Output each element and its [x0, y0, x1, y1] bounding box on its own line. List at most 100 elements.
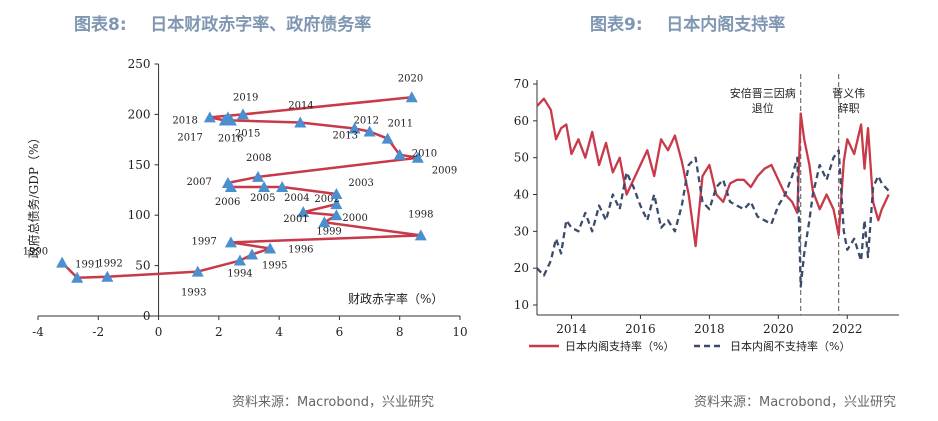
- year-label-2020: 2020: [398, 73, 423, 84]
- x-axis-title: 财政赤字率（%）: [348, 291, 443, 306]
- y-tick-label: 50: [135, 259, 150, 273]
- year-label-2001: 2001: [283, 214, 308, 225]
- point-marker-2017: [218, 114, 231, 126]
- year-label-1993: 1993: [181, 288, 206, 299]
- year-label-2008: 2008: [246, 153, 271, 164]
- y-tick-label: 100: [128, 208, 151, 222]
- year-label-2010: 2010: [412, 149, 437, 160]
- point-marker-1994: [233, 254, 246, 266]
- y-tick-label: 40: [514, 188, 529, 202]
- legend-label-disapproval: 日本内阁不支持率（%）: [730, 339, 850, 353]
- x-tick-label: 0: [155, 325, 163, 339]
- legend-label-approval: 日本内阁支持率（%）: [565, 339, 674, 353]
- x-tick-label: 2016: [625, 322, 656, 336]
- y-tick-label: 70: [514, 77, 529, 91]
- y-tick-label: 200: [128, 107, 151, 121]
- left-source: 资料来源：Macrobond，兴业研究: [232, 395, 435, 410]
- year-label-1992: 1992: [97, 259, 122, 270]
- point-marker-2012: [363, 125, 376, 137]
- point-marker-2007: [221, 176, 234, 188]
- x-tick-label: 2022: [832, 322, 863, 336]
- right-panel: 图表9: 日本内阁支持率 10 20 30 40 50 60 70 2014 2016 2018 2…: [469, 0, 938, 421]
- debt-deficit-chart: -4 -2 0 2 4 6 8 10050100150200250财政赤字率（%）政府总债务/…: [23, 57, 468, 339]
- point-marker-1996: [264, 242, 277, 254]
- year-label-2011: 2011: [388, 119, 413, 130]
- point-marker-1992: [101, 270, 114, 282]
- point-marker-1999: [318, 216, 331, 228]
- year-label-1997: 1997: [191, 236, 216, 247]
- y-tick-label: 30: [514, 224, 529, 238]
- year-label-2005: 2005: [250, 193, 275, 204]
- point-marker-1995: [246, 248, 259, 260]
- year-label-1998: 1998: [408, 209, 433, 220]
- x-tick-label: 6: [336, 325, 344, 339]
- year-label-2004: 2004: [284, 193, 309, 204]
- year-label-2012: 2012: [354, 116, 379, 127]
- event-label-1: 退位: [752, 101, 774, 115]
- y-tick-label: 50: [514, 151, 529, 165]
- year-label-2002: 2002: [314, 194, 339, 205]
- event-label-2: 菅义伟: [832, 87, 865, 100]
- point-marker-1997: [224, 236, 237, 248]
- point-marker-2009: [411, 151, 424, 163]
- year-label-1990: 1990: [23, 247, 48, 258]
- year-label-2019: 2019: [233, 92, 258, 103]
- point-marker-2018: [203, 111, 216, 123]
- right-source: 资料来源：Macrobond，兴业研究: [694, 395, 897, 410]
- point-marker-2004: [276, 180, 289, 192]
- left-figure-title: 图表8: 日本财政赤字率、政府债务率: [74, 15, 372, 35]
- year-label-1994: 1994: [227, 269, 252, 280]
- right-figure-title: 图表9: 日本内阁支持率: [590, 15, 786, 35]
- x-tick-label: -2: [92, 325, 104, 339]
- x-tick-label: 10: [452, 325, 467, 339]
- x-tick-label: 2018: [694, 322, 725, 336]
- year-label-2013: 2013: [333, 131, 358, 142]
- point-marker-2002: [330, 198, 343, 210]
- year-label-2003: 2003: [348, 178, 373, 189]
- y-axis-title: 政府总债务/GDP（%）: [26, 132, 41, 259]
- year-label-1996: 1996: [288, 244, 313, 255]
- event-label-2: 辞职: [838, 101, 860, 115]
- y-tick-label: 10: [514, 298, 529, 312]
- year-label-2016: 2016: [218, 133, 243, 144]
- year-label-2007: 2007: [186, 177, 211, 188]
- point-marker-1993: [191, 265, 204, 277]
- year-label-2006: 2006: [215, 197, 240, 208]
- point-marker-1990: [56, 256, 69, 268]
- cabinet-approval-chart: 10 20 30 40 50 60 70 2014 2016 2018 2020 2022 安倍晋三因病…: [514, 74, 899, 353]
- x-tick-label: 2020: [763, 322, 794, 336]
- approval-series-line: [536, 97, 890, 248]
- year-label-1995: 1995: [262, 261, 287, 272]
- year-label-1999: 1999: [316, 226, 341, 237]
- point-marker-2003: [330, 188, 343, 200]
- point-marker-2011: [381, 132, 394, 144]
- point-marker-2014: [294, 116, 307, 128]
- y-tick-label: 150: [128, 158, 151, 172]
- x-tick-label: 2014: [556, 322, 587, 336]
- x-tick-label: -4: [32, 325, 44, 339]
- y-tick-label: 20: [514, 261, 529, 275]
- x-tick-label: 2: [215, 325, 223, 339]
- point-marker-2001: [297, 206, 310, 218]
- y-tick-label: 60: [514, 114, 529, 128]
- year-label-1991: 1991: [75, 260, 100, 271]
- point-marker-1998: [414, 229, 427, 241]
- year-label-2015: 2015: [235, 128, 260, 139]
- disapproval-series-line: [536, 149, 890, 288]
- point-marker-2005: [258, 180, 271, 192]
- year-label-2017: 2017: [177, 132, 202, 143]
- left-panel: 图表8: 日本财政赤字率、政府债务率 -4 -2 0 2 4 6 8 10 0 50 100 150 2…: [23, 15, 468, 410]
- point-marker-2008: [252, 170, 265, 182]
- y-tick-label: 0: [143, 309, 151, 323]
- year-label-2018: 2018: [172, 115, 197, 126]
- year-label-2009: 2009: [432, 166, 457, 177]
- y-tick-label: 250: [128, 57, 151, 71]
- event-label-1: 安倍晋三因病: [730, 86, 796, 100]
- point-marker-2010: [393, 148, 406, 160]
- point-marker-1991: [71, 271, 84, 283]
- x-tick-label: 4: [275, 325, 283, 339]
- point-marker-2020: [405, 91, 418, 103]
- x-tick-label: 8: [396, 325, 404, 339]
- year-label-2014: 2014: [288, 100, 313, 111]
- point-marker-2013: [348, 122, 361, 134]
